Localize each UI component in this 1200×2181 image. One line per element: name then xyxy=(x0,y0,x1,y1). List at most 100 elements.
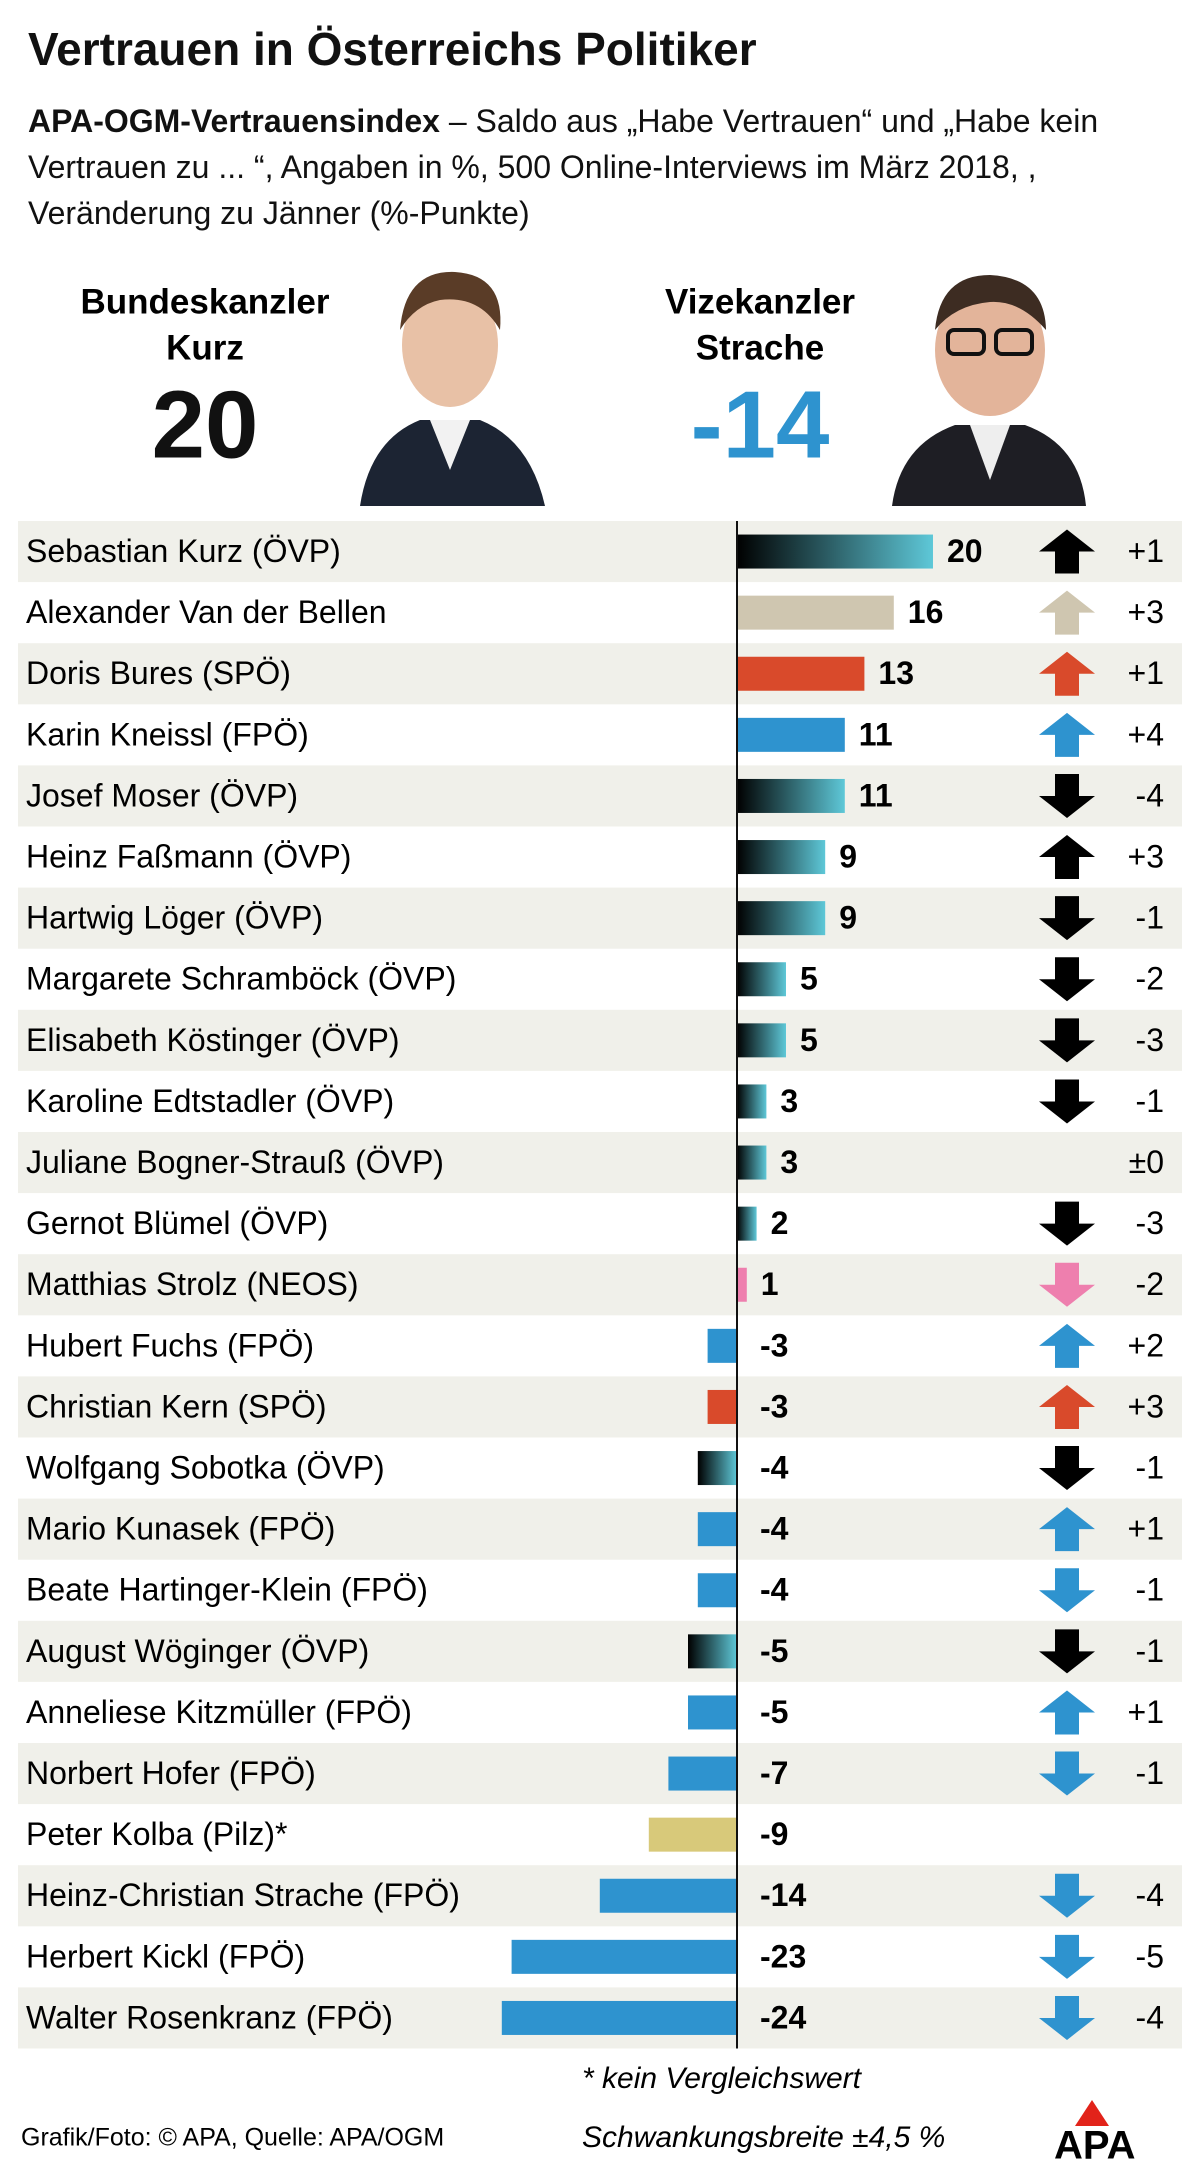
change-label: -1 xyxy=(1136,1755,1164,1791)
bar xyxy=(511,1939,737,1974)
bar xyxy=(688,1695,737,1730)
change-arrow xyxy=(1039,1995,1095,2040)
value-label: 16 xyxy=(908,594,944,630)
value-label: 1 xyxy=(761,1266,779,1302)
change-label: -4 xyxy=(1136,777,1164,813)
change-label: +3 xyxy=(1128,1388,1164,1424)
change-arrow xyxy=(1039,1079,1095,1124)
row-band xyxy=(18,643,1182,705)
bar xyxy=(707,1389,737,1424)
change-label: +4 xyxy=(1128,716,1164,752)
change-label: -3 xyxy=(1136,1205,1164,1241)
category-label: Anneliese Kitzmüller (FPÖ) xyxy=(26,1694,412,1730)
change-arrow xyxy=(1039,590,1095,635)
bar xyxy=(737,1267,747,1302)
change-arrow xyxy=(1039,896,1095,941)
change-arrow xyxy=(1039,835,1095,880)
bar xyxy=(737,534,933,569)
margin-note: Schwankungsbreite ±4,5 % xyxy=(582,2121,945,2154)
change-arrow xyxy=(1039,1690,1095,1735)
value-label: -24 xyxy=(760,1999,806,2035)
category-label: Alexander Van der Bellen xyxy=(26,594,387,630)
bar xyxy=(648,1817,737,1852)
category-label: Mario Kunasek (FPÖ) xyxy=(26,1511,335,1547)
value-label: -3 xyxy=(760,1388,788,1424)
value-label: 20 xyxy=(947,533,983,569)
value-label: -14 xyxy=(760,1877,806,1913)
value-label: -7 xyxy=(760,1755,788,1791)
subtitle: APA-OGM-Vertrauensindex – Saldo aus „Hab… xyxy=(28,98,1178,236)
bar xyxy=(737,901,826,936)
value-label: 5 xyxy=(800,961,818,997)
highlight-value: -14 xyxy=(691,371,830,478)
highlight-label: Bundeskanzler xyxy=(81,282,330,321)
category-label: Christian Kern (SPÖ) xyxy=(26,1388,327,1424)
category-label: Karin Kneissl (FPÖ) xyxy=(26,716,309,752)
value-label: -23 xyxy=(760,1938,806,1974)
bar xyxy=(737,717,845,752)
category-label: Herbert Kickl (FPÖ) xyxy=(26,1938,305,1974)
row-band xyxy=(18,1132,1182,1194)
category-label: Norbert Hofer (FPÖ) xyxy=(26,1755,316,1791)
change-arrow xyxy=(1039,651,1095,696)
category-label: Hartwig Löger (ÖVP) xyxy=(26,900,323,936)
bar xyxy=(737,778,845,813)
change-label: -1 xyxy=(1136,1633,1164,1669)
category-label: Doris Bures (SPÖ) xyxy=(26,655,291,691)
value-label: -5 xyxy=(760,1633,788,1669)
change-arrow xyxy=(1039,1446,1095,1491)
row-band xyxy=(18,1498,1182,1560)
highlight-label: Kurz xyxy=(166,328,244,367)
category-label: Hubert Fuchs (FPÖ) xyxy=(26,1327,314,1363)
bar xyxy=(737,1084,767,1119)
change-arrow xyxy=(1039,1384,1095,1429)
value-label: 5 xyxy=(800,1022,818,1058)
change-arrow xyxy=(1039,1629,1095,1674)
value-label: 2 xyxy=(771,1205,789,1241)
change-arrow xyxy=(1039,957,1095,1002)
subtitle-bold: APA-OGM-Vertrauensindex xyxy=(28,103,440,139)
portrait-kurz xyxy=(350,258,548,506)
bar xyxy=(697,1512,737,1547)
change-label: +2 xyxy=(1128,1327,1164,1363)
change-arrow xyxy=(1039,1323,1095,1368)
bar xyxy=(501,2000,737,2035)
logo: APA xyxy=(1054,2124,1135,2168)
category-label: Elisabeth Köstinger (ÖVP) xyxy=(26,1022,400,1058)
change-label: -5 xyxy=(1136,1938,1164,1974)
row-band xyxy=(18,521,1182,583)
bar xyxy=(737,1023,786,1058)
value-label: -5 xyxy=(760,1694,788,1730)
change-label: +1 xyxy=(1128,1694,1164,1730)
category-label: Gernot Blümel (ÖVP) xyxy=(26,1205,328,1241)
category-label: Margarete Schramböck (ÖVP) xyxy=(26,961,456,997)
value-label: -4 xyxy=(760,1450,789,1486)
value-label: -4 xyxy=(760,1511,789,1547)
row-band xyxy=(18,1376,1182,1438)
change-label: ±0 xyxy=(1129,1144,1164,1180)
category-label: August Wöginger (ÖVP) xyxy=(26,1633,369,1669)
change-label: -3 xyxy=(1136,1022,1164,1058)
row-band xyxy=(18,1254,1182,1316)
change-label: +3 xyxy=(1128,594,1164,630)
value-label: 13 xyxy=(878,655,914,691)
source: Grafik/Foto: © APA, Quelle: APA/OGM xyxy=(21,2124,444,2152)
bar xyxy=(697,1451,737,1486)
category-label: Beate Hartinger-Klein (FPÖ) xyxy=(26,1572,428,1608)
bar xyxy=(737,1206,757,1241)
change-arrow xyxy=(1039,1018,1095,1063)
category-label: Wolfgang Sobotka (ÖVP) xyxy=(26,1450,385,1486)
value-label: 11 xyxy=(859,777,893,813)
change-label: -4 xyxy=(1136,1877,1164,1913)
change-arrow xyxy=(1039,1507,1095,1552)
change-label: -4 xyxy=(1136,1999,1164,2035)
change-arrow xyxy=(1039,1873,1095,1918)
value-label: 3 xyxy=(780,1083,798,1119)
change-label: -1 xyxy=(1136,1572,1164,1608)
category-label: Matthias Strolz (NEOS) xyxy=(26,1266,359,1302)
category-label: Sebastian Kurz (ÖVP) xyxy=(26,533,341,569)
row-band xyxy=(18,765,1182,827)
category-label: Josef Moser (ÖVP) xyxy=(26,777,298,813)
